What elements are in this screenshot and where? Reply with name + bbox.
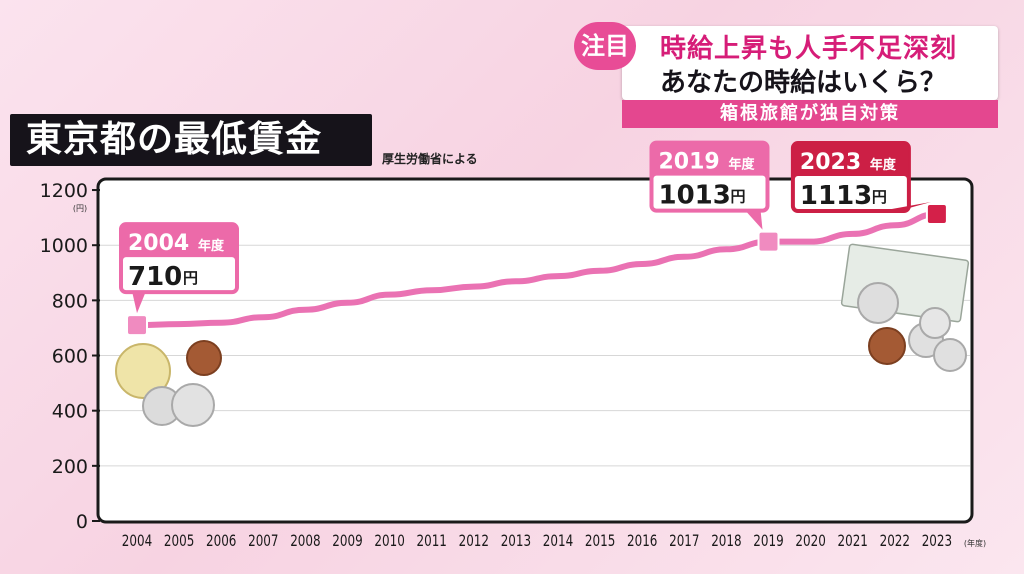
y-tick-label: 0: [76, 511, 88, 533]
callout-2019: 2019 年度 1013 円: [649, 140, 770, 230]
x-tick-label: 2004: [122, 532, 152, 550]
y-axis: 0 200 400 600 800 1000 1200 (円): [40, 180, 100, 533]
x-tick-label: 2014: [543, 532, 573, 550]
callout-2004: 2004 年度 710 円: [119, 222, 239, 314]
x-tick-label: 2008: [290, 532, 320, 550]
callout-unit: 円: [872, 188, 887, 206]
callout-year: 2004: [128, 231, 189, 256]
callout-2023: 2023 年度 1113 円: [790, 141, 931, 214]
callout-unit: 円: [183, 269, 198, 287]
banner-subbar: 箱根旅館が独自対策: [622, 100, 998, 128]
x-tick-label: 2016: [627, 532, 657, 550]
x-tick-label: 2023: [922, 532, 952, 550]
callout-value-bg: [794, 176, 907, 210]
x-tick-label: 2011: [417, 532, 447, 550]
callout-value-bg: [123, 257, 235, 291]
callout-value: 1113: [800, 181, 872, 211]
callout-year-suffix: 年度: [729, 157, 756, 173]
y-tick-label: 600: [52, 346, 88, 368]
callout-year-suffix: 年度: [198, 238, 225, 254]
y-tick-label: 1000: [40, 235, 88, 257]
x-tick-label: 2019: [753, 532, 783, 550]
callout-value-bg: [653, 175, 766, 209]
x-tick-label: 2020: [795, 532, 825, 550]
x-tick-label: 2022: [880, 532, 910, 550]
x-tick-label: 2013: [501, 532, 531, 550]
y-tick-label: 1200: [40, 180, 88, 202]
series-line-group: [126, 203, 948, 337]
news-banner: [622, 26, 998, 100]
attention-badge: 注目: [574, 22, 636, 70]
coin-10-icon: [868, 327, 906, 365]
callout-unit: 円: [731, 188, 746, 206]
banner-subheadline: あなたの時給はいくら？: [660, 68, 947, 98]
x-tick-label: 2007: [248, 532, 278, 550]
data-point-marker: [925, 203, 948, 226]
series-line: [134, 211, 940, 329]
callout-year: 2023: [800, 150, 861, 175]
y-tick-label: 200: [52, 456, 88, 478]
plot-area: [96, 177, 974, 524]
grid: [100, 244, 970, 467]
callout-value: 1013: [659, 181, 731, 211]
title-background: [10, 114, 372, 166]
x-tick-label: 2009: [332, 532, 362, 550]
x-tick-label: 2005: [164, 532, 194, 550]
x-tick-label: 2018: [711, 532, 741, 550]
y-tick-label: 800: [52, 290, 88, 312]
x-tick-label: 2006: [206, 532, 236, 550]
data-point-marker: [757, 230, 780, 253]
coin-100-icon: [919, 307, 951, 339]
x-tick-label: 2015: [585, 532, 615, 550]
callout-year: 2019: [659, 150, 720, 175]
x-tick-label: 2017: [669, 532, 699, 550]
coins-left-illustration: [115, 340, 222, 427]
y-tick-label: 400: [52, 401, 88, 423]
callout-pointer: [744, 209, 763, 230]
coin-100-icon: [857, 282, 899, 324]
x-axis-label: (年度): [964, 538, 986, 548]
x-tick-label: 2021: [838, 532, 868, 550]
callout-pointer: [885, 202, 931, 211]
coin-10-icon: [186, 340, 222, 376]
x-axis: 2004 2005 2006 2007 2008 2009 2010 2011 2012 2013…: [122, 532, 986, 550]
x-tick-label: 2010: [374, 532, 404, 550]
x-tick-label: 2012: [459, 532, 489, 550]
coin-500-icon: [115, 343, 171, 399]
data-point-marker: [126, 314, 148, 337]
callout-value: 710: [128, 262, 182, 292]
callout-pointer: [132, 291, 146, 314]
coin-100-icon: [171, 383, 215, 427]
chart-title: 東京都の最低賃金: [26, 119, 323, 160]
callout-year-suffix: 年度: [870, 157, 897, 173]
y-axis-label: (円): [73, 204, 87, 213]
coin-100-icon: [933, 338, 967, 372]
source-note: 厚生労働省による: [382, 152, 478, 166]
money-right-illustration: [840, 243, 970, 372]
banner-headline: 時給上昇も人手不足深刻: [660, 34, 958, 64]
